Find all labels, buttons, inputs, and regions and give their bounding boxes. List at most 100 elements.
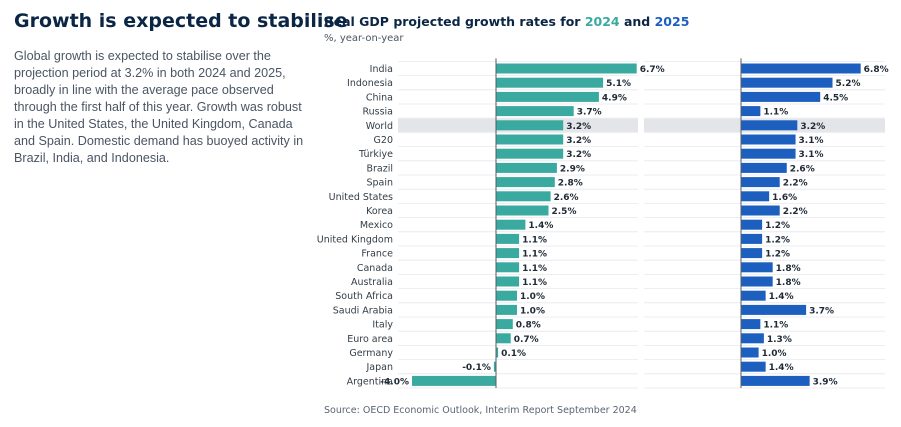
bar-2024 xyxy=(496,333,511,344)
data-label-2024: 1.0% xyxy=(520,306,545,316)
bar-2025 xyxy=(741,347,759,358)
data-label-2025: 1.4% xyxy=(769,363,794,373)
data-label-2024: 2.6% xyxy=(554,193,579,203)
bar-2024 xyxy=(496,262,520,273)
category-label: Russia xyxy=(362,107,393,118)
bar-2024 xyxy=(496,304,517,315)
data-label-2025: 1.2% xyxy=(765,250,790,260)
bar-2024 xyxy=(496,162,557,173)
category-label: Türkiye xyxy=(358,149,393,160)
category-label: Argentina xyxy=(347,376,393,387)
data-label-2025: 1.1% xyxy=(763,321,788,331)
headline: Growth is expected to stabilise xyxy=(14,10,348,32)
data-label-2024: 1.1% xyxy=(522,235,547,245)
bar-2025 xyxy=(741,319,761,330)
category-label: Indonesia xyxy=(347,78,393,89)
bar-2025 xyxy=(741,162,787,173)
data-label-2024: 1.1% xyxy=(522,264,547,274)
left-panel: Growth is expected to stabilise Global g… xyxy=(14,8,348,180)
data-label-2025: 1.0% xyxy=(762,349,787,359)
bar-2024 xyxy=(496,134,564,145)
data-label-2025: 4.5% xyxy=(823,93,848,103)
category-label: China xyxy=(366,92,393,103)
data-label-2025: 3.1% xyxy=(799,136,824,146)
chart-title-joiner: and xyxy=(619,14,655,29)
category-label: World xyxy=(366,121,393,132)
data-label-2024: 6.7% xyxy=(640,65,665,75)
data-label-2025: 1.6% xyxy=(772,193,797,203)
bar-2024 xyxy=(496,290,517,301)
bar-2025 xyxy=(741,219,763,230)
data-label-2024: 0.1% xyxy=(501,349,526,359)
bar-2025 xyxy=(741,77,833,88)
data-label-2024: 2.9% xyxy=(560,164,585,174)
data-label-2024: 5.1% xyxy=(606,79,631,89)
data-label-2024: 3.2% xyxy=(566,136,591,146)
bar-2024 xyxy=(496,276,520,287)
data-label-2025: 1.8% xyxy=(776,278,801,288)
bar-2025 xyxy=(741,106,761,117)
category-label: South Africa xyxy=(335,291,393,302)
chart-title-year-2025: 2025 xyxy=(654,14,690,29)
data-label-2025: 1.2% xyxy=(765,221,790,231)
bar-2025 xyxy=(741,333,764,344)
data-label-2024: 1.4% xyxy=(528,221,553,231)
data-label-2024: 1.0% xyxy=(520,292,545,302)
bar-2025 xyxy=(741,361,766,372)
category-label: Japan xyxy=(366,362,394,373)
data-label-2024: 0.8% xyxy=(516,321,541,331)
data-label-2025: 6.8% xyxy=(864,65,889,75)
chart-title-prefix: Real GDP projected growth rates for xyxy=(324,14,585,29)
bar-2025 xyxy=(741,248,763,259)
category-label: Mexico xyxy=(360,220,393,231)
source-note: Source: OECD Economic Outlook, Interim R… xyxy=(324,405,637,416)
bar-2025 xyxy=(741,375,810,386)
data-label-2025: 1.2% xyxy=(765,235,790,245)
data-label-2024: 3.7% xyxy=(577,108,602,118)
bar-2024 xyxy=(496,77,604,88)
data-label-2025: 1.1% xyxy=(763,108,788,118)
bar-2025 xyxy=(741,148,796,159)
category-label: G20 xyxy=(374,135,393,146)
bar-2024 xyxy=(496,106,574,117)
data-label-2025: 1.3% xyxy=(767,335,792,345)
bar-2024 xyxy=(496,177,555,188)
category-label: Germany xyxy=(349,348,393,359)
bar-2025 xyxy=(741,233,763,244)
category-label: Saudi Arabia xyxy=(333,305,393,316)
bar-2025 xyxy=(741,63,861,74)
data-label-2025: 1.4% xyxy=(769,292,794,302)
category-label: France xyxy=(361,249,393,260)
category-label: Canada xyxy=(357,263,393,274)
data-label-2024: 1.1% xyxy=(522,250,547,260)
bar-2024 xyxy=(496,319,513,330)
bar-2024 xyxy=(412,375,496,386)
bar-2025 xyxy=(741,290,766,301)
bar-2024 xyxy=(496,91,599,102)
data-label-2024: 3.2% xyxy=(566,122,591,132)
bar-2025 xyxy=(741,120,798,131)
bar-2025 xyxy=(741,304,807,315)
category-label: Euro area xyxy=(347,334,393,345)
data-label-2025: 3.1% xyxy=(799,150,824,160)
category-label: Spain xyxy=(366,178,393,189)
bar-2024 xyxy=(496,63,637,74)
data-label-2024: 4.9% xyxy=(602,93,627,103)
bar-2025 xyxy=(741,91,821,102)
bar-2024 xyxy=(496,205,549,216)
category-label: United Kingdom xyxy=(317,234,393,245)
bar-2024 xyxy=(496,248,520,259)
bar-2025 xyxy=(741,262,773,273)
data-label-2025: 3.2% xyxy=(800,122,825,132)
bar-2024 xyxy=(496,191,551,202)
bar-2025 xyxy=(741,177,780,188)
category-label: Brazil xyxy=(366,163,393,174)
category-label: United States xyxy=(329,192,393,203)
data-label-2024: 3.2% xyxy=(566,150,591,160)
bar-2024 xyxy=(496,233,520,244)
data-label-2025: 2.6% xyxy=(790,164,815,174)
bar-2024 xyxy=(496,120,564,131)
bar-2024 xyxy=(496,347,499,358)
chart-subtitle: %, year-on-year xyxy=(324,33,404,44)
